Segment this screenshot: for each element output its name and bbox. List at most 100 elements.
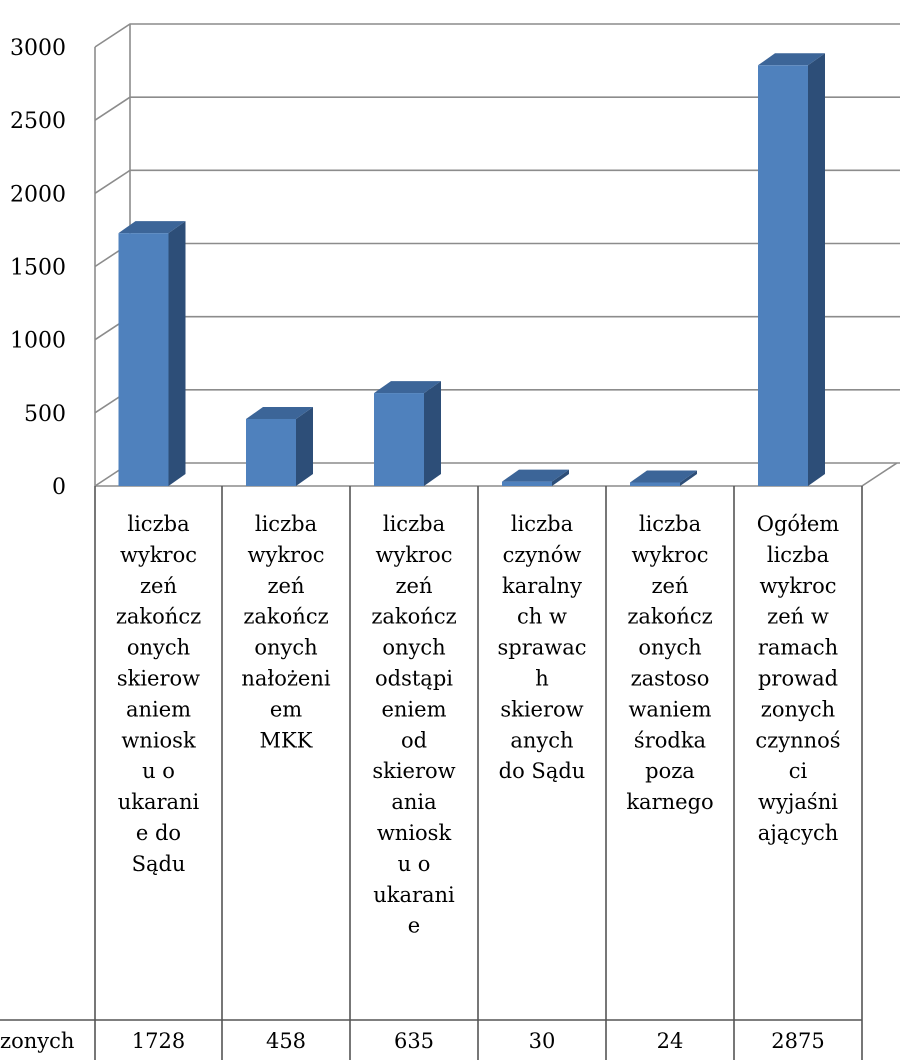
bar-top [758, 53, 825, 66]
category-label-line: liczba [255, 512, 317, 536]
bar-side [680, 470, 697, 486]
category-label-line: skierow [500, 697, 583, 721]
y-tick-label: 0 [52, 475, 66, 500]
category-label-line: wyjaśni [758, 790, 838, 814]
category-label-line: u o [398, 852, 431, 876]
category-label-line: czynnoś [755, 728, 840, 752]
category-label-line: środka [634, 728, 706, 752]
category-label-line: wykroc [247, 543, 324, 567]
category-label: liczba wykroc zeń zakończ onych odstąpi eniem o… [371, 512, 456, 938]
data-value-label: 30 [529, 1029, 556, 1053]
data-table: liczba wykroc zeń zakończ onych skierow aniem w… [0, 486, 863, 1060]
category-label-line: anych [510, 728, 573, 752]
bar [758, 53, 825, 487]
category-label-line: e [408, 914, 420, 938]
bar-top [502, 469, 569, 482]
bar-front [630, 482, 680, 486]
category-label-line: liczba [383, 512, 445, 536]
y-tick-label: 1500 [10, 256, 66, 281]
category-label-line: onych [127, 636, 190, 660]
bar-front [118, 233, 169, 486]
category-label-line: ukarani [373, 883, 455, 907]
category-label-line: Sądu [132, 852, 186, 876]
category-label-line: liczba [639, 512, 701, 536]
category-label-line: em [270, 697, 302, 721]
category-label-line: h [535, 667, 549, 691]
category-label-line: zakończ [371, 605, 456, 629]
category-label: liczba czynów karalny ch w sprawac h skierow an… [497, 512, 586, 783]
category-label-line: skierow [117, 667, 200, 691]
category-label-line: eniem [381, 697, 446, 721]
gridline [94, 23, 900, 48]
category-label-line: wykroc [759, 574, 836, 598]
category-label: liczba wykroc zeń zakończ onych nałożeni em MKK [241, 512, 331, 752]
category-label-line: wykroc [120, 543, 197, 567]
category-label-line: onych [254, 636, 317, 660]
category-label-line: poza [645, 759, 695, 783]
bars [118, 53, 825, 487]
category-label-line: od [401, 728, 427, 752]
category-label-line: zeń w [767, 605, 829, 629]
category-label-line: do Sądu [499, 759, 586, 783]
category-label-line: liczba [127, 512, 189, 536]
category-label-line: onych [382, 636, 445, 660]
category-label-line: karnego [626, 790, 713, 814]
bar-top [246, 406, 313, 419]
category-label: liczba wykroc zeń zakończ onych zastoso waniem… [626, 512, 713, 814]
data-value-label: 635 [394, 1029, 434, 1053]
y-tick-label: 500 [24, 402, 66, 427]
bar-side [424, 381, 441, 486]
category-label-line: Ogółem [757, 512, 840, 536]
gridlines [94, 23, 900, 487]
bar-side [168, 221, 186, 487]
category-label-line: zakończ [627, 605, 712, 629]
category-label: Ogółem liczba wykroc zeń w ramach prowad zonyc… [755, 512, 840, 845]
y-tick-label: 2000 [10, 182, 66, 207]
y-tick-label: 2500 [10, 109, 66, 134]
bar-top [118, 221, 186, 234]
category-label-line: wykroc [631, 543, 708, 567]
category-label-line: nałożeni [241, 667, 331, 691]
bar-front [758, 65, 808, 487]
category-label-line: karalny [502, 574, 582, 598]
category-label-line: wykroc [375, 543, 452, 567]
data-value-label: 24 [657, 1029, 684, 1053]
bar [502, 469, 569, 486]
bar-top [630, 470, 697, 483]
data-value-label: 2875 [771, 1029, 824, 1053]
category-label-line: ramach [758, 636, 838, 660]
category-label-line: e do [136, 821, 181, 845]
y-axis-ticks: 0 500 1000 1500 2000 2500 3000 [10, 36, 66, 500]
category-label-line: onych [638, 636, 701, 660]
category-label: liczba wykroc zeń zakończ onych skierow aniem w… [116, 512, 201, 876]
y-tick-label: 1000 [10, 329, 66, 354]
category-label-line: sprawac [497, 636, 586, 660]
category-label-line: czynów [503, 543, 582, 567]
bar [630, 470, 697, 486]
category-label-line: MKK [260, 728, 313, 752]
category-label-line: zonych [761, 697, 835, 721]
category-label-line: zakończ [243, 605, 328, 629]
bar [374, 381, 441, 486]
category-label-line: zeń [140, 574, 177, 598]
data-value-label: 458 [266, 1029, 306, 1053]
bar [118, 221, 186, 487]
bar-side [552, 469, 569, 486]
category-label-line: zakończ [116, 605, 201, 629]
category-label-line: ających [758, 821, 838, 845]
bar-side [808, 53, 825, 487]
category-label-line: zastoso [631, 667, 710, 691]
bar [246, 406, 313, 486]
category-label-line: u o [142, 759, 175, 783]
category-label-line: zeń [267, 574, 304, 598]
category-label-line: liczba [511, 512, 573, 536]
category-label-line: skierow [372, 759, 455, 783]
category-label-line: waniem [628, 697, 711, 721]
category-label-line: ania [391, 790, 436, 814]
category-label-line: ci [789, 759, 808, 783]
category-label-line: odstąpi [375, 667, 453, 691]
category-label-line: wniosk [377, 821, 452, 845]
bar-front [374, 393, 424, 486]
bar-top [374, 381, 441, 394]
